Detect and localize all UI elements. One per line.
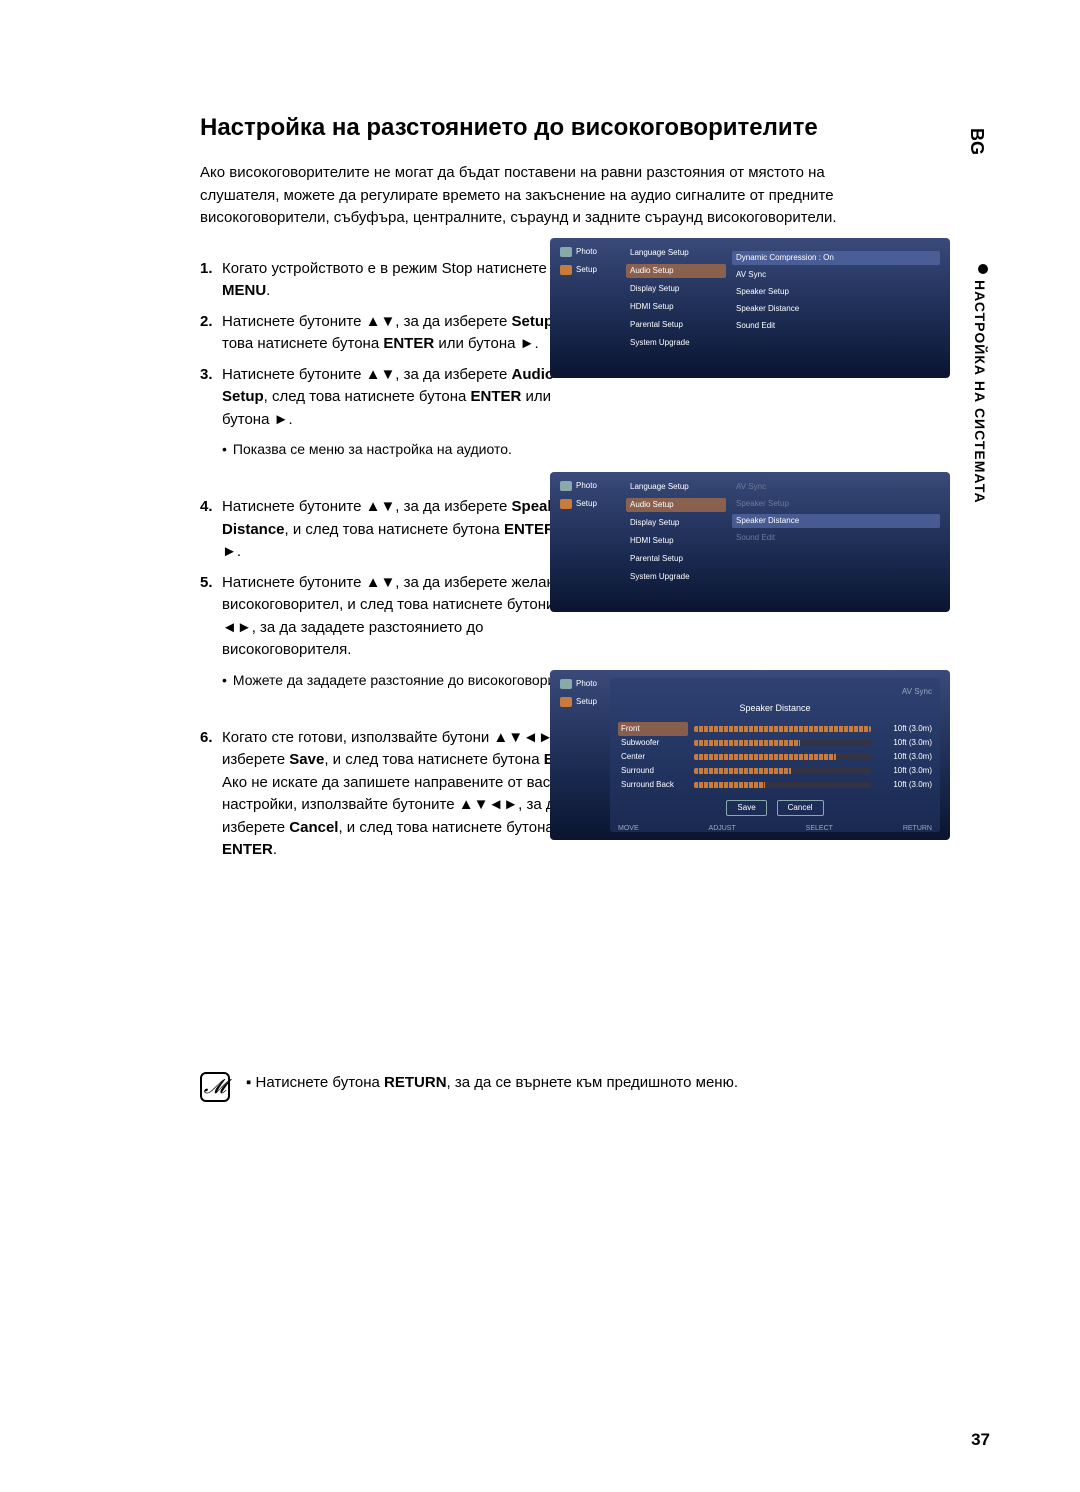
step-body: Натиснете бутоните ▲▼, за да изберете Au… bbox=[222, 364, 600, 432]
ss3-row: Center 10ft (3.0m) bbox=[618, 750, 932, 764]
ss3-bar bbox=[694, 782, 871, 788]
ss3-row-label: Subwoofer bbox=[618, 736, 688, 750]
ss-mid-item: HDMI Setup bbox=[626, 534, 726, 548]
ss-mid-item: System Upgrade bbox=[626, 570, 726, 584]
ss3-bar bbox=[694, 726, 871, 732]
note-text: Натиснете бутона RETURN, за да се върнет… bbox=[246, 1072, 738, 1095]
ss-mid-item: Language Setup bbox=[626, 246, 726, 260]
ss3-footer-item: ADJUST bbox=[709, 824, 736, 835]
ss-mid-item: Parental Setup bbox=[626, 318, 726, 332]
intro-paragraph: Ако високоговорителите не могат да бъдат… bbox=[200, 162, 880, 230]
ss3-row-value: 10ft (3.0m) bbox=[877, 723, 932, 735]
ss3-row: Surround 10ft (3.0m) bbox=[618, 764, 932, 778]
menu-screenshot-2: Photo Setup Language Setup Audio Setup Disp… bbox=[550, 472, 950, 612]
ss-mid-item: Display Setup bbox=[626, 282, 726, 296]
ss3-row: Front 10ft (3.0m) bbox=[618, 722, 932, 736]
ss-mid-item: HDMI Setup bbox=[626, 300, 726, 314]
ss3-row-value: 10ft (3.0m) bbox=[877, 765, 932, 777]
ss-left-icon bbox=[560, 481, 572, 491]
ss3-avsync: AV Sync bbox=[618, 686, 932, 698]
step: 5.Натиснете бутоните ▲▼, за да изберете … bbox=[200, 572, 600, 662]
ss3-row-label: Surround Back bbox=[618, 778, 688, 792]
step: 3.Натиснете бутоните ▲▼, за да изберете … bbox=[200, 364, 600, 432]
ss-mid-item: Display Setup bbox=[626, 516, 726, 530]
page-title: Настройка на разстоянието до високоговор… bbox=[200, 110, 990, 146]
ss-mid-item: Audio Setup bbox=[626, 264, 726, 278]
ss-right-item: Sound Edit bbox=[732, 531, 940, 545]
ss-left-icon bbox=[560, 265, 572, 275]
ss-right-item: AV Sync bbox=[732, 268, 940, 282]
ss3-title: Speaker Distance bbox=[618, 702, 932, 716]
step: 1.Когато устройството е в режим Stop нат… bbox=[200, 258, 600, 303]
step: 2.Натиснете бутоните ▲▼, за да изберете … bbox=[200, 311, 600, 356]
ss-left-icon bbox=[560, 247, 572, 257]
ss3-row-value: 10ft (3.0m) bbox=[877, 779, 932, 791]
ss-right-item: Speaker Setup bbox=[732, 285, 940, 299]
step-number: 2. bbox=[200, 311, 222, 356]
step-body: Когато сте готови, използвайте бутони ▲▼… bbox=[222, 727, 600, 862]
ss3-row-label: Front bbox=[618, 722, 688, 736]
ss3-footer-item: MOVE bbox=[618, 824, 639, 835]
ss3-footer-item: SELECT bbox=[806, 824, 833, 835]
ss-right-item: Speaker Distance bbox=[732, 514, 940, 528]
ss3-row: Subwoofer 10ft (3.0m) bbox=[618, 736, 932, 750]
ss-mid-item: System Upgrade bbox=[626, 336, 726, 350]
side-section-label: НАСТРОЙКА НА СИСТЕМАТА bbox=[969, 280, 990, 504]
step-body: Натиснете бутоните ▲▼, за да изберете Se… bbox=[222, 311, 600, 356]
ss3-button: Save bbox=[726, 800, 766, 816]
ss3-row: Surround Back 10ft (3.0m) bbox=[618, 778, 932, 792]
ss-right-item bbox=[732, 246, 940, 248]
side-bullet bbox=[978, 264, 988, 274]
ss3-bar bbox=[694, 768, 871, 774]
language-badge: BG bbox=[963, 128, 990, 155]
ss-left-item: Photo bbox=[560, 480, 620, 492]
step-number: 1. bbox=[200, 258, 222, 303]
step-body: Натиснете бутоните ▲▼, за да изберете Sp… bbox=[222, 496, 600, 564]
page-number: 37 bbox=[971, 1427, 990, 1453]
menu-screenshot-3: PhotoSetup AV Sync Speaker Distance Fron… bbox=[550, 670, 950, 840]
ss3-bar bbox=[694, 754, 871, 760]
ss-mid-item: Language Setup bbox=[626, 480, 726, 494]
note-icon: 𝓜 bbox=[200, 1072, 230, 1102]
ss-right-item: Speaker Distance bbox=[732, 302, 940, 316]
ss-left-item: Photo bbox=[560, 246, 620, 258]
ss-mid-item: Parental Setup bbox=[626, 552, 726, 566]
ss-right-item: Speaker Setup bbox=[732, 497, 940, 511]
ss-right-item: Sound Edit bbox=[732, 319, 940, 333]
step-body: Натиснете бутоните ▲▼, за да изберете же… bbox=[222, 572, 600, 662]
ss-left-icon bbox=[560, 679, 572, 689]
step-number: 5. bbox=[200, 572, 222, 662]
menu-screenshot-1: Photo Setup Language Setup Audio Setup Disp… bbox=[550, 238, 950, 378]
ss3-bar bbox=[694, 740, 871, 746]
step-number: 3. bbox=[200, 364, 222, 432]
ss-left-item: Setup bbox=[560, 498, 620, 510]
ss3-button: Cancel bbox=[777, 800, 824, 816]
ss3-footer-item: RETURN bbox=[903, 824, 932, 835]
step: 6.Когато сте готови, използвайте бутони … bbox=[200, 727, 600, 862]
step: 4.Натиснете бутоните ▲▼, за да изберете … bbox=[200, 496, 600, 564]
ss-right-item: Dynamic Compression : On bbox=[732, 251, 940, 265]
step-body: Когато устройството е в режим Stop натис… bbox=[222, 258, 600, 303]
step-number: 6. bbox=[200, 727, 222, 862]
step-number: 4. bbox=[200, 496, 222, 564]
sub-note-1: Показва се меню за настройка на аудиото. bbox=[222, 439, 990, 460]
ss-right-item: AV Sync bbox=[732, 480, 940, 494]
ss3-row-value: 10ft (3.0m) bbox=[877, 737, 932, 749]
ss-left-icon bbox=[560, 499, 572, 509]
ss3-row-value: 10ft (3.0m) bbox=[877, 751, 932, 763]
ss3-row-label: Center bbox=[618, 750, 688, 764]
note-row: 𝓜 Натиснете бутона RETURN, за да се върн… bbox=[200, 1072, 738, 1102]
ss-left-icon bbox=[560, 697, 572, 707]
ss-mid-item: Audio Setup bbox=[626, 498, 726, 512]
ss-left-item: Setup bbox=[560, 264, 620, 276]
ss3-row-label: Surround bbox=[618, 764, 688, 778]
